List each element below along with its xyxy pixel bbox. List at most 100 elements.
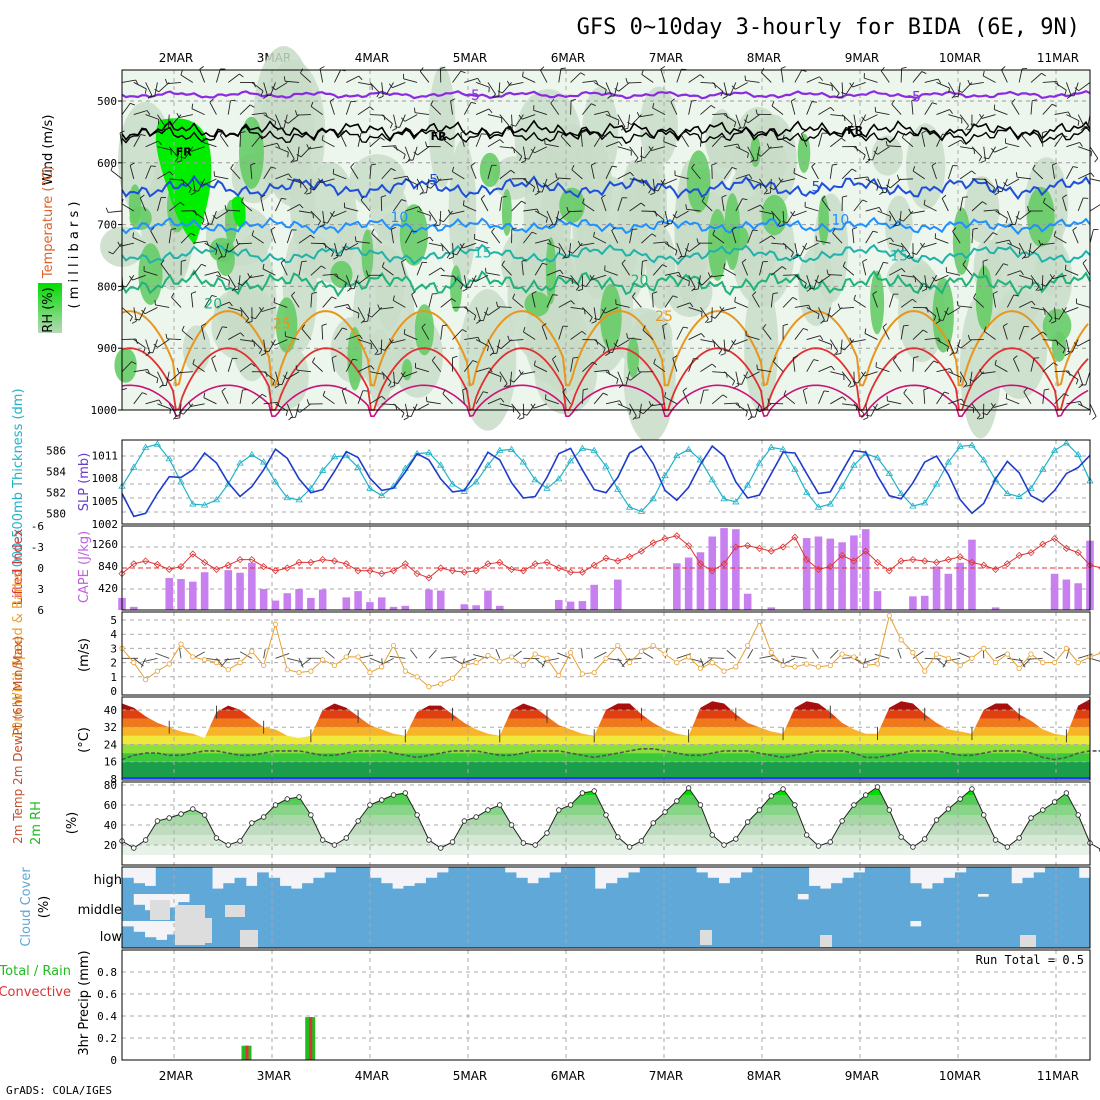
wind-barb <box>428 210 438 223</box>
rh-point <box>319 837 326 843</box>
wind10-barb <box>275 652 290 659</box>
wind-barb <box>959 114 969 127</box>
wind-barb <box>615 303 630 308</box>
wind-barb-flag <box>486 346 489 352</box>
wind-barb <box>133 307 137 322</box>
cloud-cell <box>1067 894 1080 921</box>
wind-barb <box>110 169 123 180</box>
wind-barb <box>936 307 941 322</box>
wind10-speed-point <box>815 664 822 670</box>
wind10-barb <box>298 658 304 668</box>
wind-barb <box>818 339 832 345</box>
wind-barb-flag <box>804 283 807 289</box>
wind-barb <box>512 298 524 308</box>
cloud-cell <box>369 877 382 894</box>
wind-barb <box>392 82 406 89</box>
cloud-cell <box>493 894 506 921</box>
wind-barb <box>688 358 694 372</box>
wind-barb-flag <box>523 327 526 333</box>
rh-green-patch <box>818 195 829 246</box>
thick-bg <box>122 440 1090 524</box>
wind10-speed-point <box>308 668 314 674</box>
wind-barb-flag <box>632 292 636 297</box>
rh-patch <box>459 288 517 431</box>
wind-barb <box>941 198 949 212</box>
wind-barb <box>832 232 843 244</box>
temp-frame <box>121 696 1091 781</box>
cloud-cell <box>617 877 630 894</box>
wind-barb-flag <box>176 112 180 118</box>
rh-green-patch <box>209 237 235 262</box>
wind-barb-flag <box>262 263 265 270</box>
wind-barb <box>180 178 192 189</box>
wind-barb-flag <box>472 360 478 363</box>
wind-barb-flag <box>827 313 832 317</box>
wind-barb-flag <box>648 146 652 151</box>
rh-point <box>674 798 680 804</box>
wind-barb <box>594 110 608 116</box>
cloud-cell <box>763 894 776 921</box>
wind-barb-flag <box>418 206 422 212</box>
wind-barb <box>929 275 937 288</box>
bottom-date-label: 11MAR <box>1037 1069 1079 1083</box>
wind-barb-flag <box>129 162 135 166</box>
wind-barb <box>674 175 689 180</box>
wind10-speed-point <box>402 668 408 674</box>
wind-barb-flag <box>532 186 536 192</box>
wind-barb <box>1054 235 1067 244</box>
wind-barb-flag <box>931 162 937 167</box>
thickness-point <box>130 463 138 470</box>
wind-barb-flag <box>521 200 527 204</box>
cloud-cell <box>515 921 528 948</box>
rh-point <box>497 802 503 808</box>
wind-barb-flag <box>406 175 410 181</box>
wind10-speed-point <box>261 662 267 669</box>
cape-bar <box>991 607 1000 610</box>
wind-barb <box>923 242 937 248</box>
wind-barb-flag <box>395 145 398 151</box>
wind-barb <box>167 338 182 340</box>
wind-barb-flag <box>985 179 988 185</box>
temp-tick: 40 <box>104 704 117 717</box>
cloud-cell <box>324 921 337 948</box>
wind-barb <box>133 369 148 373</box>
wind-barb-flag <box>188 401 192 407</box>
wind-barb <box>898 178 913 181</box>
wind-barb <box>546 242 561 249</box>
wind-barb <box>239 363 252 373</box>
rh-green-patch <box>797 133 811 173</box>
wind-barb <box>165 371 170 386</box>
cloud-cell <box>515 894 528 921</box>
wind-barb <box>487 165 493 179</box>
wind-barb-flag <box>951 94 956 99</box>
temp-band <box>122 709 1090 719</box>
rh-point <box>650 820 656 826</box>
wind-barb-flag <box>534 191 540 196</box>
cloud-cell <box>718 894 731 921</box>
rh-green-patch <box>545 237 557 305</box>
wind-barb <box>357 106 370 115</box>
cape-bar <box>732 529 740 610</box>
wind-barb-flag <box>607 110 611 116</box>
wind-barb-flag <box>790 211 794 217</box>
wind-barb-flag <box>736 383 742 385</box>
cloud-cell <box>482 921 494 948</box>
wind-barb <box>460 133 465 147</box>
wind-barb <box>948 398 962 405</box>
bottom-date-label: 5MAR <box>453 1069 488 1083</box>
wind-barb-flag <box>462 200 465 206</box>
wind-barb-flag <box>201 323 207 327</box>
rh-point <box>473 814 479 820</box>
wind-barb-flag <box>994 359 997 366</box>
wind-barb <box>735 371 740 386</box>
wind-barb-flag <box>358 75 363 81</box>
cloud-cell <box>808 921 821 948</box>
wind-barb <box>1066 371 1079 380</box>
wind-barb <box>393 114 398 129</box>
wind10-speed-point <box>520 662 526 669</box>
wind-barb <box>982 75 996 83</box>
wind-barb <box>263 82 268 97</box>
rh-green-patch <box>399 204 428 266</box>
wind-barb <box>747 146 755 160</box>
